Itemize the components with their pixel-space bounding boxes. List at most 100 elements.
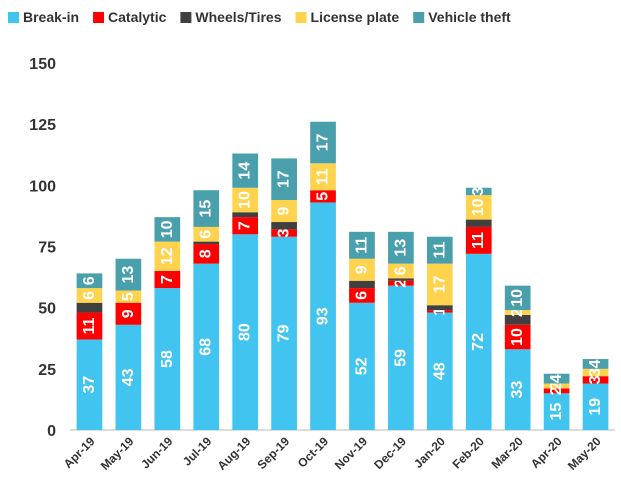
bar-segment (504, 315, 531, 325)
bar-segment (76, 312, 103, 340)
data-label: 5 (120, 292, 137, 301)
bar-segment (465, 195, 492, 220)
data-label: 12 (159, 247, 176, 265)
x-tick-label: Oct-19 (295, 434, 332, 471)
x-tick-label: May-19 (98, 434, 137, 473)
bar-segment (465, 253, 492, 430)
data-label: 6 (198, 230, 215, 239)
data-label: 17 (276, 170, 293, 188)
data-label: 7 (237, 221, 254, 230)
data-label: 37 (81, 376, 98, 394)
data-label: 3 (470, 187, 487, 196)
bar-segment (388, 278, 414, 281)
bar-segment (232, 153, 259, 188)
legend-label: Catalytic (108, 9, 167, 25)
data-label: 9 (276, 206, 293, 215)
bar-segment (310, 163, 336, 191)
data-label: 59 (392, 349, 409, 367)
bar-segment (115, 290, 142, 303)
bar-segment (543, 393, 570, 430)
bar-segment (232, 187, 259, 213)
x-tick-label: Feb-20 (450, 434, 487, 471)
bar-segment (349, 258, 375, 281)
data-label: 2 (392, 279, 409, 288)
data-label: 80 (237, 323, 254, 341)
data-label: 33 (509, 381, 526, 399)
data-label: 6 (392, 266, 409, 275)
data-label: 19 (587, 398, 604, 416)
bar-segment (271, 200, 297, 223)
data-label: 4 (548, 374, 565, 383)
data-label: 15 (198, 200, 215, 218)
bar-segment (193, 241, 220, 245)
data-label: 11 (81, 317, 98, 334)
data-label: 1 (431, 307, 448, 316)
legend-label: Wheels/Tires (195, 9, 281, 25)
bar-segment (426, 310, 453, 313)
bar-segment (543, 383, 570, 389)
bar-segment (426, 305, 453, 311)
data-label: 14 (237, 162, 254, 180)
bar-segment (193, 263, 220, 430)
y-tick-label: 100 (29, 178, 56, 195)
data-label: 3 (587, 368, 604, 377)
bar-segment (232, 234, 259, 430)
bar-segment (504, 310, 531, 316)
data-label: 3 (276, 228, 293, 237)
bar-segment (504, 349, 531, 430)
x-tick-label: Dec-19 (371, 434, 409, 472)
data-label: 93 (315, 307, 332, 325)
bar-segment (388, 263, 414, 279)
y-tick-label: 75 (38, 240, 56, 257)
data-label: 58 (159, 350, 176, 368)
bar-segment (154, 217, 181, 242)
bar-segment (504, 285, 531, 311)
x-tick-label: May-20 (565, 434, 604, 473)
bar-segment (310, 202, 336, 430)
data-label: 11 (315, 168, 332, 185)
data-label: 8 (198, 249, 215, 258)
data-label: 52 (353, 357, 370, 375)
legend-swatch (295, 12, 307, 23)
bar-segment (193, 226, 220, 242)
x-tick-label: Apr-20 (528, 434, 565, 471)
bar-segment (582, 359, 609, 369)
bar-segment (76, 339, 103, 430)
y-tick-label: 150 (29, 56, 56, 73)
bar-segment (193, 244, 220, 264)
legend-swatch (413, 12, 425, 23)
bar-segment (582, 368, 609, 377)
bar-segment (465, 226, 492, 254)
data-label: 4 (587, 359, 604, 368)
data-label: 13 (120, 266, 137, 284)
bar-segment (310, 190, 336, 203)
data-label: 9 (353, 265, 370, 274)
data-label: 11 (431, 242, 448, 259)
x-tick-label: Mar-20 (489, 434, 526, 471)
x-tick-label: Jun-19 (138, 434, 175, 471)
legend-swatch (93, 12, 105, 23)
data-label: 9 (120, 309, 137, 318)
legend-label: Break-in (23, 9, 79, 25)
data-label: 10 (509, 328, 526, 346)
bar-segment (349, 231, 375, 259)
bar-segment (388, 280, 414, 286)
bar-segment (582, 376, 609, 384)
data-label: 2 (548, 386, 565, 395)
data-label: 10 (509, 289, 526, 307)
bar-segment (232, 217, 259, 235)
bar-segment (232, 212, 259, 218)
y-tick-label: 0 (47, 423, 56, 440)
y-tick-label: 50 (38, 301, 56, 318)
bar-segment (115, 302, 142, 325)
bar-segment (271, 222, 297, 230)
bar-segment (388, 285, 414, 430)
x-tick-label: Sep-19 (254, 434, 292, 472)
y-tick-label: 125 (29, 117, 56, 134)
data-label: 13 (392, 239, 409, 257)
data-label: 3 (587, 375, 604, 384)
data-label: 17 (431, 275, 448, 293)
data-label: 10 (159, 220, 176, 238)
x-tick-label: Nov-19 (332, 434, 370, 472)
